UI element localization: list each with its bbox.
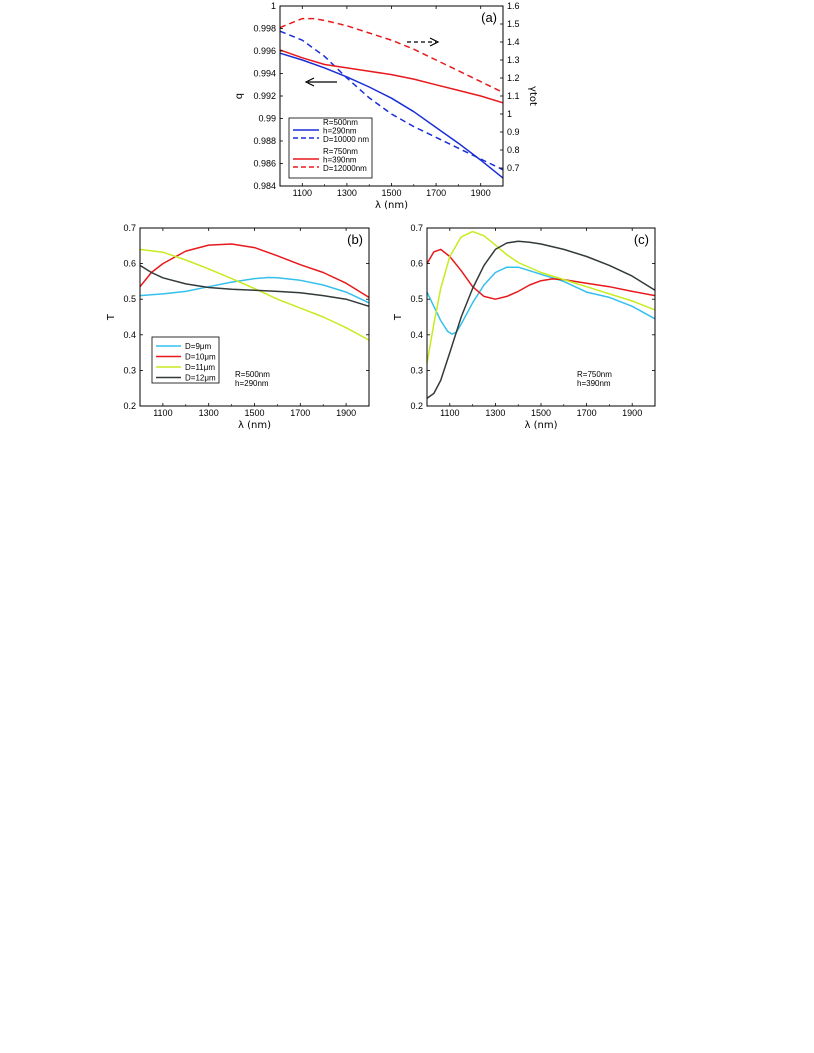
x-tick-label: 1900 (471, 188, 491, 198)
series-line-a-2 (279, 49, 504, 104)
y-tick-label: 0.3 (123, 365, 136, 375)
y-tick-label: 0.7 (410, 223, 423, 233)
legend-text: R=500nm (323, 118, 358, 127)
y-tick-label: 0.6 (123, 259, 136, 269)
annotation-text: h=290nm (235, 379, 269, 388)
series-line-b-0 (139, 276, 370, 304)
series-line-b-1 (139, 243, 370, 299)
series-line-c-2 (426, 230, 656, 364)
y-tick-label: 0.994 (253, 69, 276, 79)
right-arrow-head (429, 37, 440, 47)
x-tick-label: 1700 (577, 408, 597, 418)
y2-tick-label: 1.2 (507, 73, 520, 83)
x-tick-label: 1100 (440, 408, 459, 418)
y-tick-label: 0.986 (253, 159, 276, 169)
x-tick-label: 1900 (336, 408, 356, 418)
x-axis-label: λ (nm) (238, 420, 271, 431)
x-tick-label: 1300 (199, 408, 219, 418)
x-tick-label: 1100 (293, 188, 312, 198)
legend-text: h=290nm (323, 127, 357, 136)
panel-c: 1100 1300 1500 1700 1900 0.2 0.3 0.4 0.5 0.6 0.7 λ … (393, 223, 656, 431)
y-tick-label: 0.5 (410, 294, 423, 304)
y-tick-label: 0.99 (258, 114, 276, 124)
series-line-c-3 (426, 240, 656, 399)
x-tick-label: 1500 (531, 408, 551, 418)
left-arrow-head (304, 77, 315, 87)
legend-text: D=9μm (185, 342, 212, 351)
legend-text: R=750nm (323, 147, 358, 156)
annotation-text: h=390nm (577, 379, 611, 388)
series-line-b-2 (139, 248, 370, 341)
series-line-b-3 (139, 264, 370, 308)
y-tick-label: 0.3 (410, 365, 423, 375)
y-axis-label: q (234, 93, 245, 99)
y2-tick-label: 1.4 (507, 37, 520, 47)
y-tick-label: 0.7 (123, 223, 136, 233)
axis-arrows (304, 37, 440, 87)
series-line-c-1 (426, 248, 656, 300)
legend-box (151, 336, 220, 384)
y-tick-label: 0.984 (253, 181, 276, 191)
y-axis-label: T (393, 313, 404, 321)
y-tick-label: 0.4 (123, 330, 136, 340)
y2-tick-label: 0.8 (507, 145, 520, 155)
legend-text: D=11μm (185, 363, 215, 372)
annotation-text: R=500nm (235, 370, 270, 379)
legend-text: h=390nm (323, 156, 357, 165)
x-tick-label: 1300 (337, 188, 357, 198)
y2-axis-label: γtot (527, 86, 538, 106)
x-axis-label: λ (nm) (375, 200, 408, 211)
series-line-c-0 (426, 266, 656, 335)
panel-a: 1100 1300 1500 1700 1900 0.984 0.986 0.988 0.99 0… (234, 1, 538, 211)
y-tick-label: 1 (271, 1, 276, 11)
y2-tick-label: 1.5 (507, 19, 520, 29)
legend-text: D=12000nm (323, 164, 367, 173)
legend-text: D=10μm (185, 353, 216, 362)
y2-tick-label: 0.7 (507, 163, 520, 173)
y2-tick-label: 1.6 (507, 1, 520, 11)
x-axis-label: λ (nm) (525, 420, 558, 431)
series-line-a-0 (279, 52, 504, 179)
x-tick-label: 1900 (622, 408, 642, 418)
y2-tick-label: 1.3 (507, 55, 520, 65)
y2-tick-label: 1 (507, 109, 512, 119)
y-tick-label: 0.992 (253, 91, 276, 101)
panel-b: 1100 1300 1500 1700 1900 0.2 0.3 0.4 0.5 0.6 0.7 λ … (106, 223, 370, 431)
y2-tick-label: 0.9 (507, 127, 520, 137)
y-tick-label: 0.998 (253, 24, 276, 34)
x-tick-label: 1500 (381, 188, 401, 198)
x-tick-label: 1700 (290, 408, 310, 418)
y-axis-label: T (106, 313, 117, 321)
y-tick-label: 0.6 (410, 259, 423, 269)
legend-box (288, 117, 373, 179)
annotation-text: R=750nm (577, 370, 612, 379)
y-tick-label: 0.988 (253, 136, 276, 146)
series-line-a-1 (279, 30, 504, 171)
y-tick-label: 0.2 (123, 401, 136, 411)
x-tick-label: 1700 (426, 188, 446, 198)
y-tick-label: 0.4 (410, 330, 423, 340)
y-tick-label: 0.2 (410, 401, 423, 411)
legend-text: D=10000 nm (323, 135, 369, 144)
y2-tick-label: 1.1 (507, 91, 520, 101)
y-tick-label: 0.5 (123, 294, 136, 304)
panel-label: (b) (347, 232, 363, 247)
y-tick-label: 0.996 (253, 46, 276, 56)
panel-label: (c) (634, 232, 649, 247)
x-tick-label: 1500 (244, 408, 264, 418)
x-tick-label: 1300 (485, 408, 505, 418)
legend-text: D=12μm (185, 374, 216, 383)
series-line-a-3 (279, 17, 504, 94)
panel-label: (a) (481, 10, 497, 25)
x-tick-label: 1100 (153, 408, 172, 418)
